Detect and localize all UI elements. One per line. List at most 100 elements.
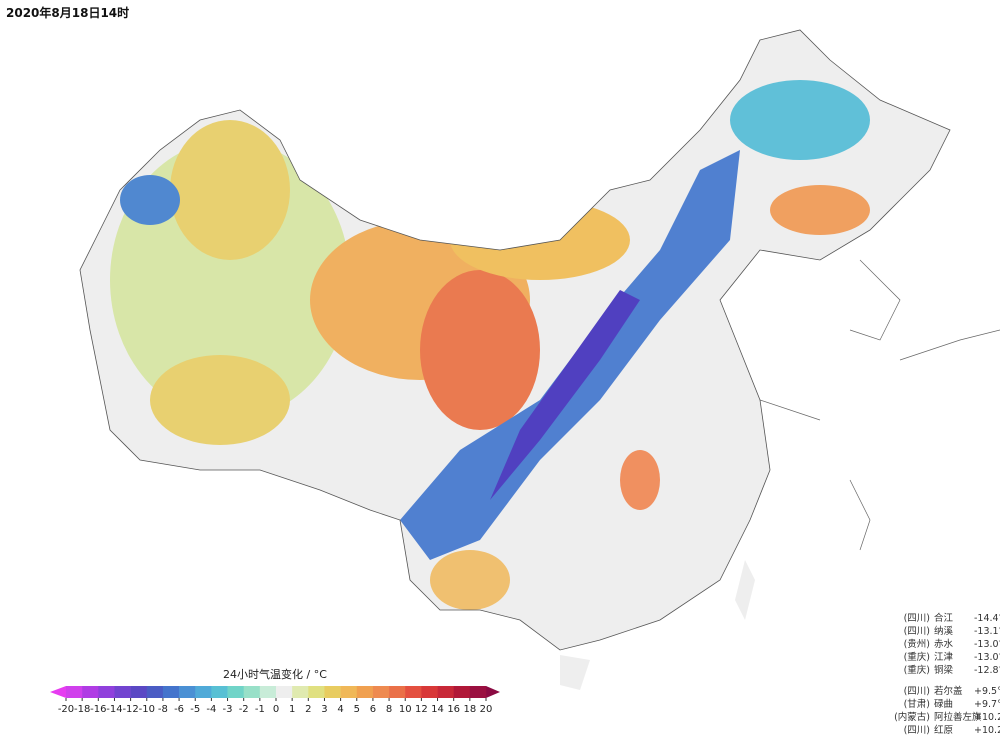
colorbar-tick-label: -18 [74, 704, 90, 715]
colorbar-tick-label: 0 [273, 704, 279, 715]
station-name: 阿拉善左旗 [934, 712, 982, 723]
station-region: (四川) [903, 686, 930, 697]
station-name: 红原 [934, 725, 954, 736]
colorbar-tick-label: 8 [386, 704, 392, 715]
station-region: (重庆) [903, 665, 930, 676]
colorbar-segment [389, 686, 406, 698]
station-value: -12.8°C [974, 665, 1000, 676]
colorbar-segment [227, 686, 244, 698]
station-region: (四川) [903, 613, 930, 624]
station-value: +10.2°C [974, 725, 1000, 736]
colorbar-tick-label: -12 [122, 704, 138, 715]
colorbar-segment [162, 686, 180, 698]
colorbar-tick-label: -2 [239, 704, 249, 715]
colorbar-tick-label: 12 [415, 704, 428, 715]
station-row: (四川) 若尔盖 +9.5°C [868, 685, 1000, 698]
colorbar-segment [405, 686, 422, 698]
station-row: (重庆) 江津 -13.0°C [868, 651, 1000, 664]
station-value: +9.5°C [974, 686, 1000, 697]
station-row: (重庆) 铜梁 -12.8°C [868, 664, 1000, 677]
station-row: (甘肃) 碌曲 +9.7°C [868, 698, 1000, 711]
colorbar-segment [453, 686, 471, 698]
colorbar-low-end [50, 686, 66, 698]
station-list: (四川)合江-14.4°C(四川)纳溪-13.1°C(贵州)赤水-13.0°C(… [868, 612, 1000, 737]
colorbar-tick-label: -8 [158, 704, 168, 715]
station-region: (四川) [903, 626, 930, 637]
station-value: +9.7°C [974, 699, 1000, 710]
colorbar-label: 24小时气温变化 / °C [223, 667, 327, 681]
colorbar-tick-label: 10 [399, 704, 412, 715]
station-name: 江津 [934, 652, 954, 663]
station-name: 碌曲 [934, 699, 954, 710]
colorbar-segment [130, 686, 148, 698]
station-value: -14.4°C [974, 613, 1000, 624]
country-border [79, 29, 951, 651]
title: 2020年8月18日14时 [6, 6, 130, 20]
colorbar-high-end [486, 686, 500, 698]
station-value: -13.0°C [974, 639, 1000, 650]
colorbar-tick-label: -14 [106, 704, 122, 715]
colorbar-segment [195, 686, 212, 698]
colorbar-segment [98, 686, 115, 698]
colorbar-segment [82, 686, 99, 698]
colorbar-segment [243, 686, 261, 698]
colorbar-segment [469, 686, 487, 698]
colorbar: -20 -18 -16 -14 -12 -10 -8 -6 -5 -4 -3 -2 -1 0 1 2 3 4 5 6 8… [50, 686, 500, 715]
colorbar-tick-label: -6 [174, 704, 184, 715]
colorbar-tick-label: 18 [463, 704, 476, 715]
station-name: 纳溪 [934, 626, 954, 637]
colorbar-segment [437, 686, 454, 698]
colorbar-segment [372, 686, 390, 698]
station-name: 若尔盖 [934, 686, 963, 697]
station-name: 合江 [934, 613, 954, 624]
station-region: (内蒙古) [894, 712, 930, 723]
station-region: (贵州) [903, 639, 930, 650]
colorbar-tick-label: -3 [223, 704, 233, 715]
colorbar-tick-label: -4 [206, 704, 216, 715]
station-row: (四川) 红原 +10.2°C [868, 724, 1000, 737]
station-row: (内蒙古) 阿拉善左旗+10.2°C [868, 711, 1000, 724]
station-row: (四川) 纳溪 -13.1°C [868, 625, 1000, 638]
colorbar-segment [276, 686, 293, 698]
colorbar-tick-label: 1 [289, 704, 295, 715]
colorbar-tick-label: 2 [305, 704, 311, 715]
colorbar-segment [66, 686, 83, 698]
colorbar-tick-label: -10 [139, 704, 155, 715]
colorbar-tick-label: -1 [255, 704, 265, 715]
colorbar-tick-label: 20 [480, 704, 493, 715]
colorbar-segment [114, 686, 131, 698]
station-value: +10.2°C [974, 712, 1000, 723]
station-region: (甘肃) [903, 699, 930, 710]
colorbar-tick-label: 5 [354, 704, 360, 715]
colorbar-tick-label: 4 [337, 704, 343, 715]
colorbar-tick-label: 6 [370, 704, 376, 715]
station-row: (四川) 合江 -14.4°C [868, 612, 1000, 625]
colorbar-tick-label: -20 [58, 704, 74, 715]
colorbar-tick-label: -5 [190, 704, 200, 715]
colorbar-tick-label: 14 [431, 704, 444, 715]
station-region: (重庆) [903, 652, 930, 663]
colorbar-segment [146, 686, 164, 698]
colorbar-tick-label: 3 [321, 704, 327, 715]
station-row: (贵州) 赤水 -13.0°C [868, 638, 1000, 651]
colorbar-segment [259, 686, 277, 698]
station-region: (四川) [903, 725, 930, 736]
station-value: -13.0°C [974, 652, 1000, 663]
colorbar-segment [324, 686, 341, 698]
colorbar-segment [211, 686, 228, 698]
colorbar-segment [308, 686, 325, 698]
station-name: 赤水 [934, 639, 954, 650]
colorbar-segment [340, 686, 358, 698]
station-name: 铜梁 [934, 665, 954, 676]
colorbar-tick-label: -16 [90, 704, 106, 715]
colorbar-tick-label: 16 [447, 704, 460, 715]
colorbar-segment [421, 686, 438, 698]
colorbar-segment [356, 686, 374, 698]
neighbor-coastline [759, 259, 1000, 551]
colorbar-segment [179, 686, 196, 698]
station-value: -13.1°C [974, 626, 1000, 637]
colorbar-segment [292, 686, 309, 698]
